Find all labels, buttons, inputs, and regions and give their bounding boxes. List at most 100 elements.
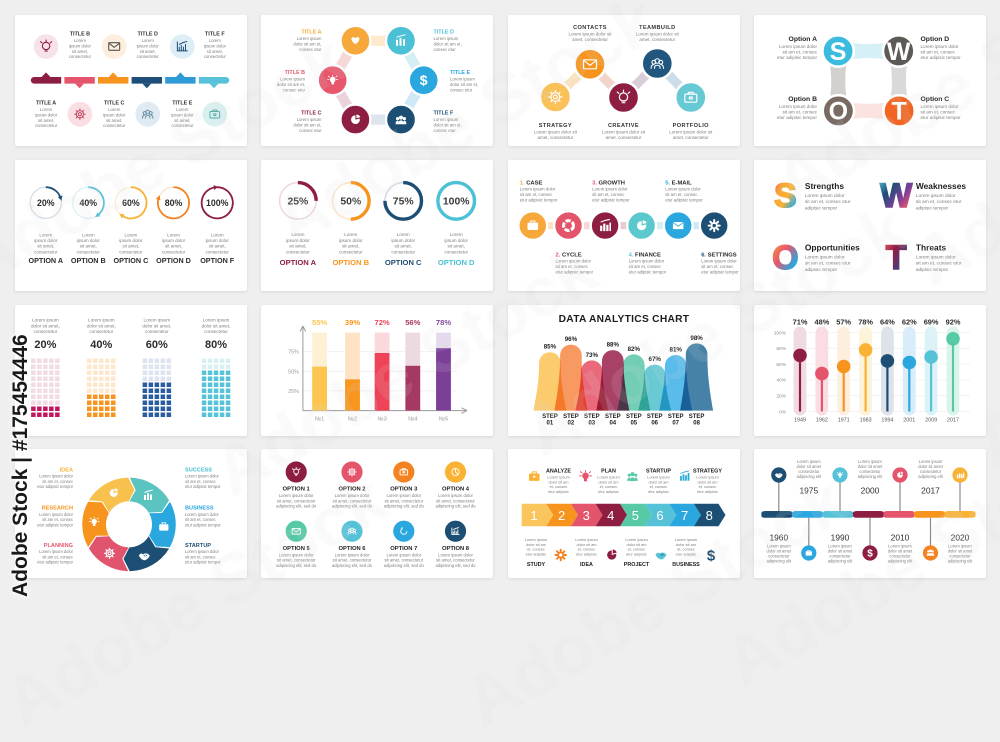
svg-text:consectetur: consectetur (205, 249, 229, 254)
svg-text:05: 05 (630, 420, 637, 426)
svg-text:BUSINESS: BUSINESS (672, 562, 700, 568)
svg-text:TITLE F: TITLE F (434, 110, 454, 116)
svg-text:TITLE D: TITLE D (434, 29, 454, 35)
svg-text:dolor sit am: dolor sit am (675, 542, 695, 547)
svg-text:03: 03 (588, 420, 595, 426)
svg-text:amet, consectetur: amet, consectetur (605, 135, 641, 140)
svg-text:Lorem ipsum: Lorem ipsum (434, 36, 459, 41)
svg-text:adipisic tempor: adipisic tempor (916, 266, 949, 272)
svg-text:sit am et, consec etur: sit am et, consec etur (916, 260, 962, 266)
svg-text:dolor sit am et,: dolor sit am et, (293, 41, 321, 46)
svg-text:sit am et, consec etur: sit am et, consec etur (805, 199, 851, 205)
svg-text:Lorem: Lorem (176, 107, 189, 112)
svg-text:CREATIVE: CREATIVE (607, 123, 638, 129)
svg-text:SUCCESS: SUCCESS (185, 467, 212, 473)
svg-text:consectetur: consectetur (89, 329, 113, 334)
svg-text:sit amet,: sit amet, (174, 117, 190, 122)
svg-text:ipsum dolor: ipsum dolor (161, 238, 185, 243)
svg-text:consec etur: consec etur (450, 87, 473, 92)
svg-text:STRATEGY: STRATEGY (693, 469, 722, 475)
svg-text:consectetur: consectetur (34, 123, 57, 128)
svg-text:adipisic tempor: adipisic tempor (916, 205, 949, 211)
svg-text:2001: 2001 (903, 417, 915, 423)
svg-text:Lorem ipsum dolor: Lorem ipsum dolor (39, 474, 74, 479)
svg-text:8: 8 (705, 508, 712, 523)
svg-text:W: W (880, 177, 913, 215)
svg-text:sit amet,: sit amet, (448, 243, 465, 248)
svg-text:adipiscing elit: adipiscing elit (828, 559, 853, 564)
svg-text:sit amet, consectetur: sit amet, consectetur (436, 558, 475, 563)
svg-text:etur adipisic: etur adipisic (576, 551, 597, 556)
svg-text:1971: 1971 (838, 417, 850, 423)
svg-text:50%: 50% (340, 196, 361, 207)
svg-text:adipiscing elit, sed do: adipiscing elit, sed do (384, 504, 425, 509)
svg-text:ipsum dolor: ipsum dolor (286, 237, 310, 242)
svg-text:dolor sit am et,: dolor sit am et, (434, 122, 462, 127)
svg-text:et, consec: et, consec (599, 484, 617, 489)
svg-text:adipiscing elit, sed do: adipiscing elit, sed do (332, 504, 373, 509)
svg-text:consec etur: consec etur (299, 46, 322, 51)
svg-text:sit amet,: sit amet, (139, 48, 155, 53)
svg-text:2017: 2017 (921, 486, 940, 496)
svg-text:STEP: STEP (583, 414, 599, 420)
svg-text:1962: 1962 (816, 417, 828, 423)
svg-text:OPTION D: OPTION D (156, 256, 191, 265)
svg-text:1949: 1949 (794, 417, 806, 423)
svg-text:adipiscing elit, sed do: adipiscing elit, sed do (435, 563, 476, 568)
svg-text:amet, consectetur: amet, consectetur (639, 37, 675, 42)
svg-text:ipsum dolor: ipsum dolor (203, 43, 226, 48)
svg-text:etur adipisic tempor: etur adipisic tempor (701, 269, 739, 274)
svg-text:et, consec: et, consec (527, 547, 545, 552)
svg-text:dolor sit amet,: dolor sit amet, (86, 323, 115, 328)
svg-text:№2: №2 (348, 416, 357, 422)
svg-text:sit amet,: sit amet, (342, 243, 359, 248)
svg-text:№1: №1 (315, 416, 324, 422)
svg-text:sit amet,: sit amet, (106, 117, 122, 122)
svg-text:sit amet, consectetur: sit amet, consectetur (436, 498, 475, 503)
svg-text:etur adipisic: etur adipisic (525, 551, 546, 556)
svg-text:Lorem ipsum dolor: Lorem ipsum dolor (386, 493, 421, 498)
svg-text:etur adipisic: etur adipisic (626, 551, 647, 556)
svg-text:adipisic tempor: adipisic tempor (805, 205, 838, 211)
svg-text:Lorem ipsum: Lorem ipsum (280, 76, 305, 81)
svg-text:3. GROWTH: 3. GROWTH (592, 180, 625, 186)
svg-text:sit amet,: sit amet, (208, 243, 225, 248)
svg-text:dolor sit am et,: dolor sit am et, (450, 81, 478, 86)
svg-text:consec etur: consec etur (434, 127, 457, 132)
svg-text:sit amet, consectetur: sit amet, consectetur (384, 498, 423, 503)
svg-text:PLANNING: PLANNING (43, 543, 72, 549)
svg-text:Lorem: Lorem (397, 232, 410, 237)
svg-text:Lorem ipsum dolor: Lorem ipsum dolor (779, 104, 818, 109)
svg-text:STEP: STEP (688, 414, 704, 420)
svg-text:ipsum dolor: ipsum dolor (103, 112, 126, 117)
svg-text:80%: 80% (776, 346, 786, 352)
svg-text:et, consec: et, consec (549, 484, 567, 489)
svg-text:OPTION 2: OPTION 2 (338, 487, 365, 493)
svg-text:sit am et, consec: sit am et, consec (185, 554, 216, 559)
svg-text:dolor sit amet: dolor sit amet (767, 549, 792, 554)
svg-text:etur adipisic tempor: etur adipisic tempor (185, 560, 221, 565)
svg-text:consectetur: consectetur (103, 123, 126, 128)
svg-text:Option D: Option D (921, 36, 950, 43)
svg-text:consectetur: consectetur (203, 54, 226, 59)
svg-text:Lorem ipsum dolor: Lorem ipsum dolor (438, 493, 473, 498)
svg-text:sit amet, consectetur: sit amet, consectetur (384, 558, 423, 563)
svg-text:consectetur: consectetur (76, 249, 100, 254)
svg-text:Lorem ipsum dolor sit: Lorem ipsum dolor sit (601, 129, 645, 134)
svg-text:adipiscing elit: adipiscing elit (918, 474, 943, 479)
svg-text:dolor sit amet,: dolor sit amet, (142, 323, 171, 328)
svg-text:consectetur: consectetur (889, 554, 911, 559)
svg-text:PLAN: PLAN (601, 469, 616, 475)
svg-text:dolor sit am: dolor sit am (626, 542, 646, 547)
svg-text:adipiscing elit, sed do: adipiscing elit, sed do (332, 563, 373, 568)
svg-text:BUSINESS: BUSINESS (185, 506, 214, 512)
svg-text:72%: 72% (374, 318, 389, 327)
svg-text:78%: 78% (858, 317, 873, 326)
svg-text:6. SETTINGS: 6. SETTINGS (701, 252, 737, 258)
svg-text:40%: 40% (79, 197, 97, 207)
svg-text:IDEA: IDEA (580, 562, 593, 568)
svg-text:CONTACTS: CONTACTS (573, 25, 607, 31)
svg-text:consectetur: consectetur (144, 329, 168, 334)
svg-text:IDEA: IDEA (59, 467, 72, 473)
svg-text:Lorem ipsum dolor: Lorem ipsum dolor (39, 512, 74, 517)
